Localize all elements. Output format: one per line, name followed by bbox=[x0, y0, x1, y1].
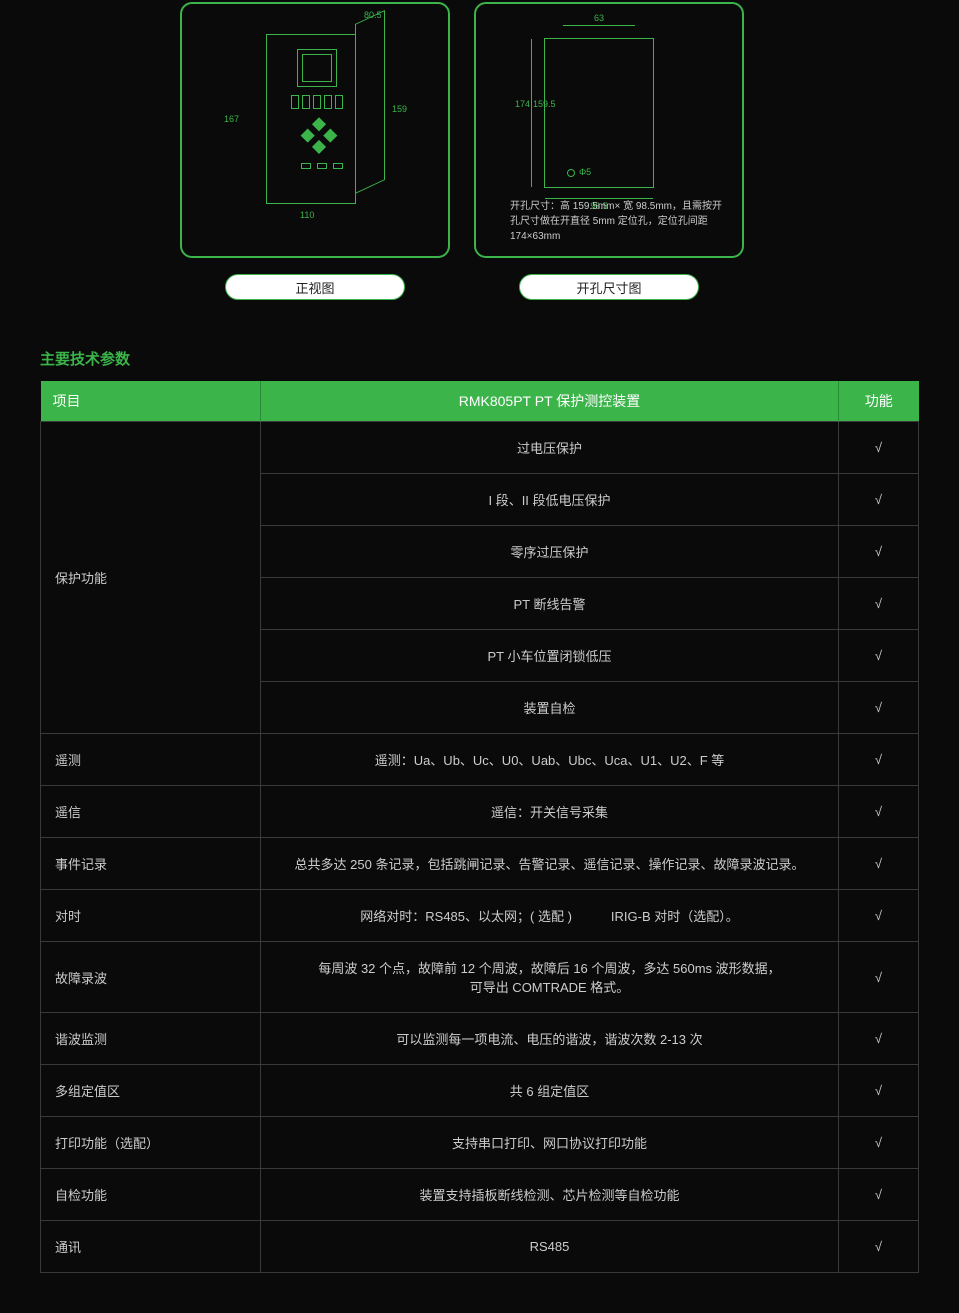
th-device: RMK805PT PT 保护测控装置 bbox=[261, 381, 839, 422]
spec-desc: 共 6 组定值区 bbox=[261, 1065, 839, 1117]
dim-hole: Φ5 bbox=[579, 167, 591, 177]
spec-check: √ bbox=[839, 1117, 919, 1169]
spec-desc: 每周波 32 个点，故障前 12 个周波，故障后 16 个周波，多达 560ms… bbox=[261, 942, 839, 1013]
th-function: 功能 bbox=[839, 381, 919, 422]
spec-desc: 遥信：开关信号采集 bbox=[261, 786, 839, 838]
spec-desc: 过电压保护 bbox=[261, 422, 839, 474]
spec-check: √ bbox=[839, 890, 919, 942]
spec-check: √ bbox=[839, 838, 919, 890]
spec-check: √ bbox=[839, 578, 919, 630]
dim-side-top: 80.5 bbox=[364, 10, 382, 20]
spec-desc: PT 小车位置闭锁低压 bbox=[261, 630, 839, 682]
spec-check: √ bbox=[839, 942, 919, 1013]
row-label: 遥测 bbox=[41, 734, 261, 786]
cutout-view-column: 63 174 159.5 96.5 Φ5 开孔尺寸：高 159.5mm× 宽 9… bbox=[474, 2, 744, 300]
spec-check: √ bbox=[839, 474, 919, 526]
section-title: 主要技术参数 bbox=[40, 348, 919, 369]
spec-check: √ bbox=[839, 734, 919, 786]
row-label: 事件记录 bbox=[41, 838, 261, 890]
spec-desc: RS485 bbox=[261, 1221, 839, 1273]
cutout-view-label: 开孔尺寸图 bbox=[519, 274, 699, 300]
spec-desc: 零序过压保护 bbox=[261, 526, 839, 578]
spec-desc: 总共多达 250 条记录，包括跳闸记录、告警记录、遥信记录、操作记录、故障录波记… bbox=[261, 838, 839, 890]
device-front-panel bbox=[266, 34, 356, 204]
cutout-view-box: 63 174 159.5 96.5 Φ5 开孔尺寸：高 159.5mm× 宽 9… bbox=[474, 2, 744, 258]
cutout-note: 开孔尺寸：高 159.5mm× 宽 98.5mm，且需按开孔尺寸做在开直径 5m… bbox=[510, 199, 722, 244]
spec-check: √ bbox=[839, 1221, 919, 1273]
spec-desc: PT 断线告警 bbox=[261, 578, 839, 630]
dim-side: 159 bbox=[392, 104, 407, 114]
hole-icon bbox=[567, 169, 575, 177]
row-group-protection: 保护功能 bbox=[41, 422, 261, 734]
spec-table: 项目 RMK805PT PT 保护测控装置 功能 保护功能过电压保护√I 段、I… bbox=[40, 381, 919, 1273]
row-label: 对时 bbox=[41, 890, 261, 942]
row-label: 遥信 bbox=[41, 786, 261, 838]
spec-check: √ bbox=[839, 1169, 919, 1221]
device-keys bbox=[291, 95, 343, 109]
device-screen bbox=[297, 49, 337, 87]
row-label: 故障录波 bbox=[41, 942, 261, 1013]
row-label: 多组定值区 bbox=[41, 1065, 261, 1117]
dim-cut-top: 63 bbox=[594, 13, 604, 23]
spec-check: √ bbox=[839, 526, 919, 578]
spec-desc: 装置自检 bbox=[261, 682, 839, 734]
dim-width: 110 bbox=[300, 210, 314, 220]
th-project: 项目 bbox=[41, 381, 261, 422]
spec-desc: 支持串口打印、网口协议打印功能 bbox=[261, 1117, 839, 1169]
spec-check: √ bbox=[839, 422, 919, 474]
diagram-row: 167 110 80.5 159 正视图 63 174 159.5 96.5 bbox=[40, 0, 919, 300]
cutout-rect: 63 174 159.5 96.5 Φ5 bbox=[544, 38, 654, 188]
device-dpad bbox=[299, 117, 339, 157]
spec-check: √ bbox=[839, 786, 919, 838]
dim-cut-left2: 159.5 bbox=[533, 99, 556, 109]
spec-desc: 网络对时：RS485、以太网；( 选配 ) IRIG-B 对时（选配）。 bbox=[261, 890, 839, 942]
spec-desc: 装置支持插板断线检测、芯片检测等自检功能 bbox=[261, 1169, 839, 1221]
row-label: 自检功能 bbox=[41, 1169, 261, 1221]
front-view-column: 167 110 80.5 159 正视图 bbox=[180, 2, 450, 300]
dim-height: 167 bbox=[224, 114, 239, 124]
dim-cut-left1: 174 bbox=[515, 99, 530, 109]
front-view-label: 正视图 bbox=[225, 274, 405, 300]
row-label: 打印功能（选配） bbox=[41, 1117, 261, 1169]
spec-check: √ bbox=[839, 1013, 919, 1065]
spec-desc: 遥测：Ua、Ub、Uc、U0、Uab、Ubc、Uca、U1、U2、F 等 bbox=[261, 734, 839, 786]
spec-check: √ bbox=[839, 682, 919, 734]
device-side-panel bbox=[355, 10, 385, 194]
spec-desc: 可以监测每一项电流、电压的谐波，谐波次数 2-13 次 bbox=[261, 1013, 839, 1065]
row-label: 通讯 bbox=[41, 1221, 261, 1273]
device-bottom-keys bbox=[301, 163, 343, 169]
spec-check: √ bbox=[839, 1065, 919, 1117]
front-view-box: 167 110 80.5 159 bbox=[180, 2, 450, 258]
spec-desc: I 段、II 段低电压保护 bbox=[261, 474, 839, 526]
row-label: 谐波监测 bbox=[41, 1013, 261, 1065]
spec-check: √ bbox=[839, 630, 919, 682]
